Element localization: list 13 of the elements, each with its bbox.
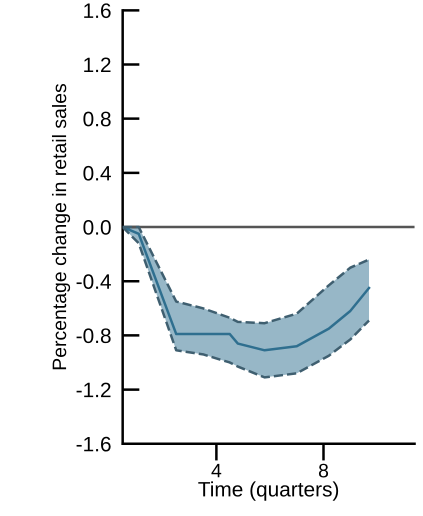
y-tick-label: 1.6: [84, 3, 111, 18]
y-tick-label: 0.8: [83, 112, 111, 126]
x-axis-title: Time (quarters): [198, 481, 338, 501]
y-tick-label: 0.0: [83, 220, 111, 235]
x-tick-label: 4: [211, 464, 222, 478]
x-tick-label: 8: [318, 464, 328, 478]
y-tick-label: 1.2: [84, 58, 111, 72]
y-axis-title: Percentage change in retail sales: [52, 84, 70, 370]
y-tick-label: -1.2: [76, 382, 111, 398]
y-tick-label: -1.6: [76, 436, 111, 452]
y-tick-label: 0.4: [83, 166, 111, 181]
y-tick-label: -0.8: [76, 328, 111, 344]
y-tick-label: -0.4: [76, 274, 111, 289]
